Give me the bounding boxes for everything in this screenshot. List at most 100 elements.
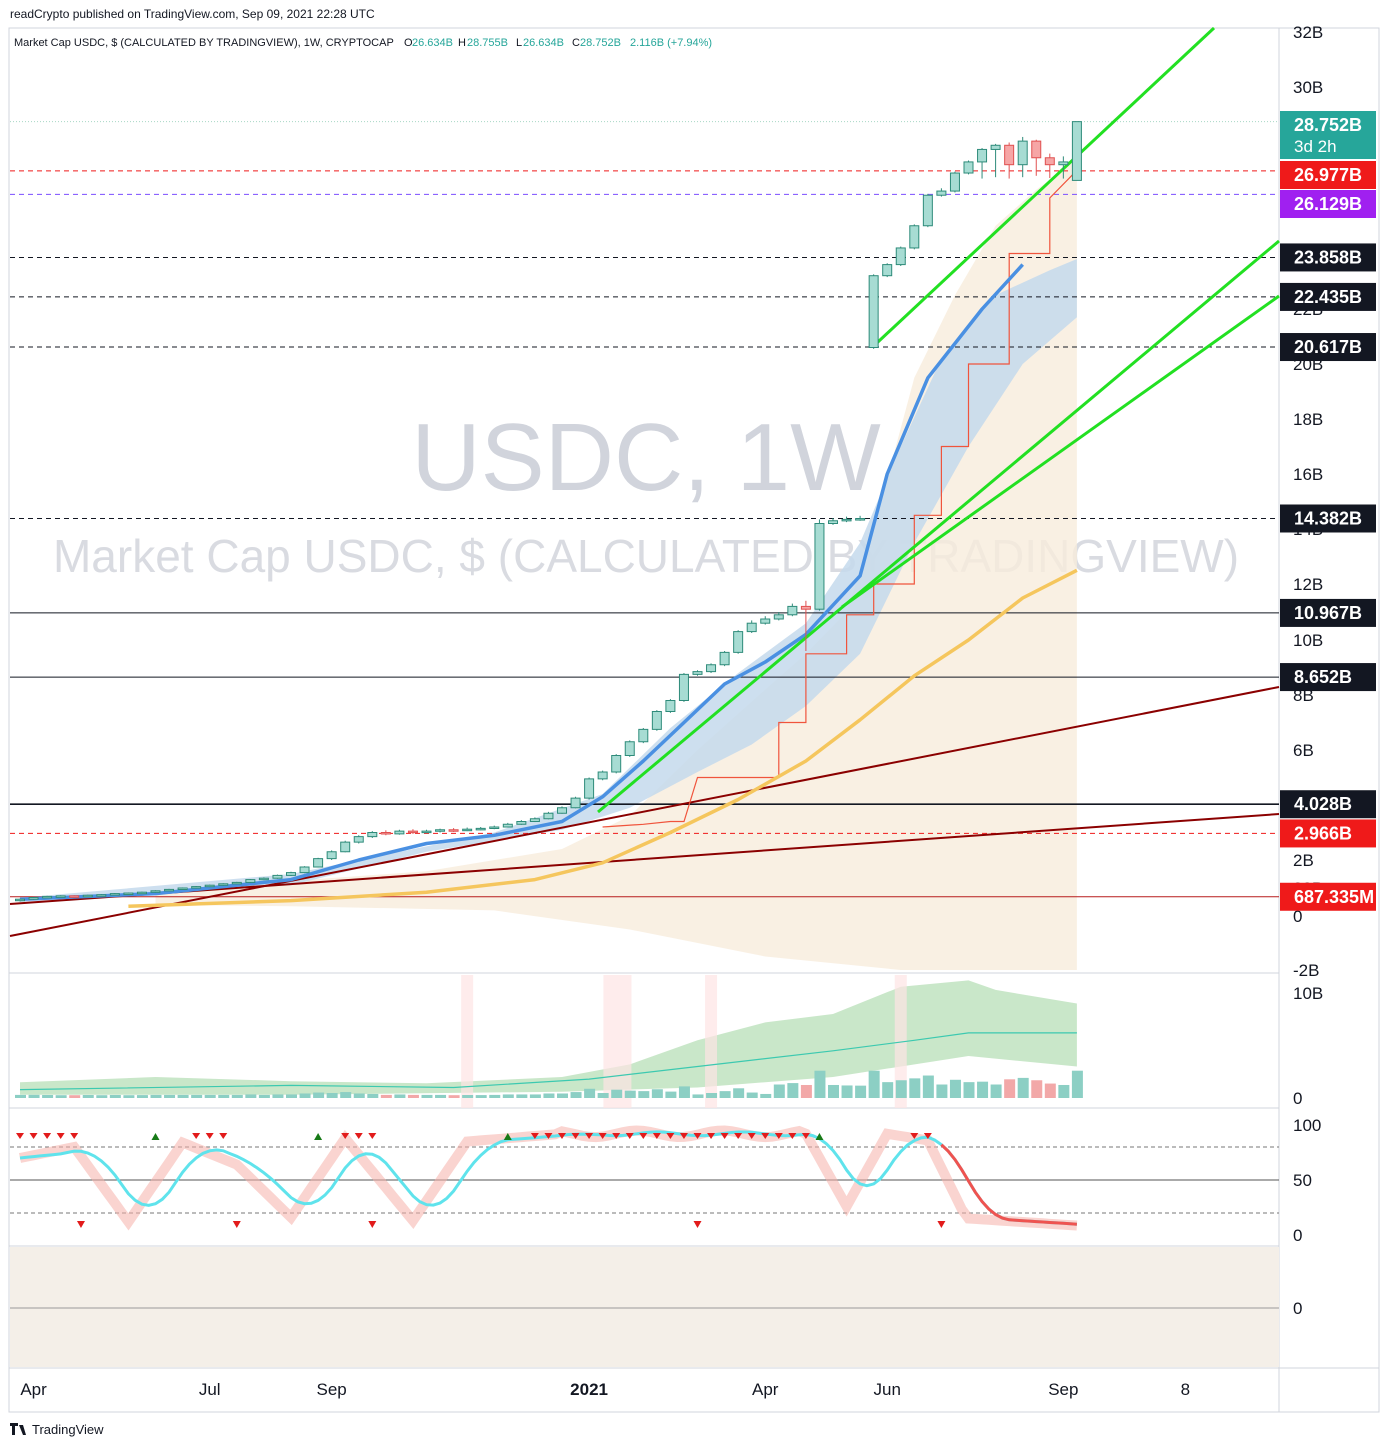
volume-bar: [977, 1081, 989, 1098]
stoch-sell-arrow: [585, 1133, 594, 1139]
volume-bar: [462, 1094, 474, 1098]
stoch-axis-tick: 50: [1293, 1171, 1312, 1190]
volume-bar: [15, 1094, 26, 1098]
candle-body: [800, 605, 811, 610]
volume-bar: [936, 1084, 948, 1098]
candle-body: [258, 877, 269, 881]
candle-body: [164, 888, 175, 892]
stoch-sell-signal: [232, 1221, 241, 1228]
candle-body: [706, 664, 717, 673]
stoch-sell-arrow: [219, 1133, 228, 1139]
candle-body: [42, 895, 53, 899]
green-channel-upper-line: [872, 26, 1216, 348]
candle-body: [882, 264, 893, 277]
stoch-sell-arrow: [666, 1133, 675, 1139]
price-badge-label: 687.335M: [1294, 887, 1374, 907]
stoch-sell-arrow: [612, 1133, 621, 1139]
symbol-label: Market Cap USDC, $ (CALCULATED BY TRADIN…: [14, 37, 394, 49]
dark-red-trendline-flat: [9, 813, 1280, 905]
price-badge: [1280, 333, 1376, 362]
candle-body: [868, 275, 879, 349]
volume-bar: [313, 1092, 325, 1098]
volume-pane: [15, 975, 1083, 1108]
stoch-sell-arrow: [761, 1133, 770, 1139]
volume-bar: [990, 1084, 1002, 1098]
volume-bar: [475, 1095, 487, 1098]
volume-bar: [448, 1095, 460, 1098]
volume-bar: [407, 1094, 419, 1098]
candle-body: [936, 190, 947, 196]
candle-body: [367, 832, 378, 838]
volume-bar: [82, 1094, 94, 1098]
candle-body: [746, 622, 757, 633]
candle-body: [787, 605, 798, 616]
volume-bar: [231, 1094, 243, 1098]
time-axis-tick: Apr: [20, 1380, 47, 1399]
price-badge-countdown: 3d 2h: [1294, 137, 1337, 156]
volume-bar: [326, 1093, 338, 1098]
candle-body: [909, 225, 920, 249]
candle-body: [326, 851, 337, 860]
volume-bar: [204, 1094, 216, 1098]
stoch-sell-signal: [693, 1221, 702, 1228]
volume-bar: [922, 1075, 934, 1098]
price-badge: [1280, 819, 1376, 848]
price-badge: [1280, 882, 1376, 911]
price-axis-tick: 16B: [1293, 465, 1323, 484]
volume-bar: [597, 1093, 609, 1098]
price-badge: [1280, 282, 1376, 311]
time-axis-tick: Sep: [1048, 1380, 1078, 1399]
candle-body: [435, 829, 446, 832]
volume-bar: [800, 1084, 812, 1098]
candle-body: [638, 728, 649, 743]
volume-bar: [895, 1080, 907, 1098]
stoch-d-line-bearish: [940, 1143, 1077, 1226]
candle-body: [1031, 140, 1042, 159]
price-badge-label: 8.652B: [1294, 667, 1352, 687]
candle-body: [624, 741, 635, 756]
price-badge-label: 4.028B: [1294, 794, 1352, 814]
volume-bar: [286, 1094, 297, 1098]
candle-body: [990, 144, 1001, 150]
volume-bar: [773, 1084, 785, 1098]
candle-body: [475, 827, 486, 831]
candle-body: [543, 812, 554, 820]
volume-bar: [529, 1094, 541, 1098]
volume-bar: [570, 1092, 582, 1098]
stoch-sell-arrow: [56, 1133, 65, 1139]
volume-ma-line: [19, 1032, 1077, 1091]
volume-bar: [706, 1093, 718, 1098]
volume-bar: [42, 1094, 54, 1098]
volume-bar: [624, 1090, 636, 1098]
close-label: C: [572, 37, 580, 49]
change-value: 2.116B (+7.94%): [630, 37, 712, 49]
stoch-sell-arrow: [205, 1133, 214, 1139]
candle-body: [557, 807, 567, 814]
volume-bar: [191, 1094, 203, 1098]
candle-body: [570, 797, 581, 809]
stoch-sell-arrow: [910, 1133, 919, 1139]
volume-bar: [787, 1083, 799, 1098]
candle-body: [421, 830, 432, 834]
candle-body: [611, 755, 622, 773]
price-badge: [1280, 111, 1376, 159]
volume-bar: [638, 1091, 650, 1098]
stoch-sell-signal: [76, 1221, 85, 1228]
candle-body: [489, 826, 500, 829]
volume-bar: [733, 1088, 745, 1098]
open-label: O: [404, 37, 413, 49]
candle-body: [977, 148, 988, 163]
stoch-sell-arrow: [368, 1133, 377, 1139]
candle-body: [28, 897, 39, 900]
volume-axis-tick: 0: [1293, 1089, 1302, 1108]
time-axis-tick: 8: [1181, 1380, 1190, 1399]
stoch-pane: [10, 1125, 1279, 1231]
candle-body: [313, 858, 324, 868]
volume-bar: [828, 1084, 839, 1098]
candle-body: [1017, 140, 1028, 166]
stoch-sell-arrow: [720, 1133, 729, 1139]
price-axis-tick: 10B: [1293, 631, 1323, 650]
volume-highlight-zone: [461, 975, 474, 1108]
price-badge-label: 2.966B: [1294, 823, 1352, 843]
